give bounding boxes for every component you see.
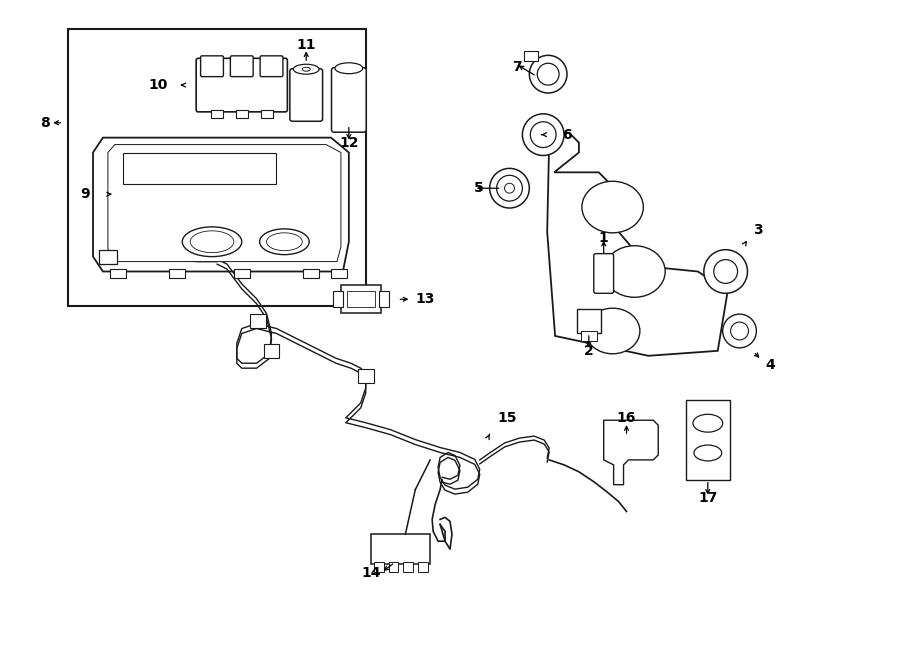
Bar [374, 562, 383, 572]
Bar [99, 250, 117, 264]
FancyBboxPatch shape [249, 314, 266, 328]
Text: 7: 7 [512, 60, 521, 74]
FancyBboxPatch shape [260, 56, 283, 77]
FancyBboxPatch shape [358, 369, 374, 383]
Ellipse shape [714, 260, 738, 284]
Ellipse shape [723, 314, 756, 348]
Polygon shape [108, 145, 341, 262]
Ellipse shape [522, 114, 564, 155]
Bar [303, 268, 320, 278]
Bar [331, 268, 346, 278]
Text: 4: 4 [765, 358, 775, 371]
Ellipse shape [505, 183, 515, 193]
Ellipse shape [585, 308, 640, 354]
Bar [234, 268, 249, 278]
Text: 16: 16 [616, 411, 636, 425]
Ellipse shape [604, 246, 665, 297]
Ellipse shape [183, 227, 242, 256]
Text: 13: 13 [415, 292, 435, 306]
Text: 5: 5 [474, 181, 483, 195]
Text: 12: 12 [339, 136, 358, 149]
Bar [110, 268, 126, 278]
Bar [379, 292, 389, 307]
FancyBboxPatch shape [371, 534, 430, 564]
Bar [236, 110, 248, 118]
Polygon shape [93, 137, 349, 272]
Ellipse shape [266, 233, 302, 251]
FancyBboxPatch shape [230, 56, 253, 77]
Bar [346, 292, 374, 307]
Bar [333, 292, 343, 307]
Bar [686, 401, 730, 480]
Bar [577, 309, 600, 333]
Bar [525, 52, 538, 61]
FancyBboxPatch shape [331, 67, 366, 132]
Ellipse shape [302, 67, 310, 71]
Ellipse shape [497, 175, 522, 201]
Bar [261, 110, 273, 118]
Polygon shape [604, 420, 658, 485]
Polygon shape [547, 133, 727, 356]
Ellipse shape [704, 250, 748, 293]
Ellipse shape [293, 64, 320, 74]
FancyBboxPatch shape [341, 286, 381, 313]
Text: 6: 6 [562, 128, 572, 141]
Text: 3: 3 [753, 223, 763, 237]
Ellipse shape [490, 169, 529, 208]
Ellipse shape [537, 63, 559, 85]
Text: 1: 1 [598, 231, 608, 245]
FancyBboxPatch shape [264, 344, 279, 358]
Bar [403, 562, 413, 572]
Ellipse shape [731, 322, 749, 340]
Ellipse shape [530, 122, 556, 147]
Ellipse shape [694, 445, 722, 461]
Bar [68, 28, 365, 306]
FancyBboxPatch shape [290, 69, 322, 121]
Text: 11: 11 [296, 38, 316, 52]
Ellipse shape [529, 56, 567, 93]
Bar [211, 110, 223, 118]
Bar [389, 562, 399, 572]
Text: 17: 17 [698, 490, 717, 504]
Bar [122, 153, 276, 184]
Bar [418, 562, 428, 572]
Text: 2: 2 [584, 344, 594, 358]
Ellipse shape [190, 231, 234, 253]
Text: 14: 14 [361, 566, 381, 580]
Text: 15: 15 [498, 411, 518, 425]
Bar [169, 268, 185, 278]
Text: 10: 10 [148, 78, 167, 92]
FancyBboxPatch shape [196, 58, 287, 112]
Ellipse shape [582, 181, 644, 233]
Ellipse shape [259, 229, 310, 254]
Text: 9: 9 [80, 187, 90, 201]
Text: 8: 8 [40, 116, 50, 130]
Ellipse shape [693, 414, 723, 432]
FancyBboxPatch shape [201, 56, 223, 77]
Bar [580, 331, 597, 341]
FancyBboxPatch shape [594, 254, 614, 293]
Ellipse shape [335, 63, 363, 73]
